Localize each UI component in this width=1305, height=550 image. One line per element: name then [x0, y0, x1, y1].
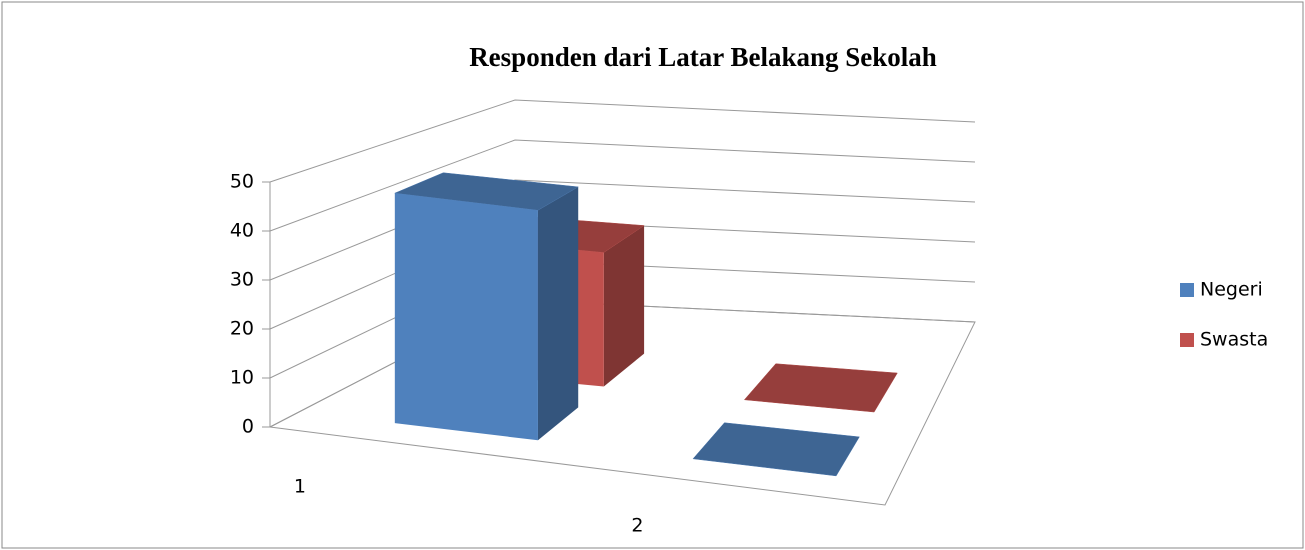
y-tick-label: 30	[230, 269, 254, 291]
y-tick-label: 10	[230, 367, 254, 389]
y-tick-label: 20	[230, 318, 254, 340]
legend-swatch	[1180, 283, 1194, 297]
chart-title: Responden dari Latar Belakang Sekolah	[469, 42, 937, 72]
x-tick-label: 2	[631, 515, 643, 537]
legend-label: Negeri	[1200, 279, 1263, 301]
bar-top	[743, 363, 898, 413]
grid-line	[269, 99, 976, 183]
y-tick-label: 40	[230, 220, 254, 242]
y-tick-label: 50	[230, 171, 254, 193]
y-tick-label: 0	[242, 416, 254, 438]
bar-side	[537, 186, 579, 441]
grid-line	[269, 139, 976, 232]
bar-front	[394, 193, 538, 441]
legend-label: Swasta	[1200, 329, 1268, 351]
legend-swatch	[1180, 333, 1194, 347]
grid-line	[269, 179, 976, 281]
bar-top	[692, 422, 860, 477]
x-tick-label: 1	[294, 476, 306, 498]
bar-side	[603, 225, 645, 387]
